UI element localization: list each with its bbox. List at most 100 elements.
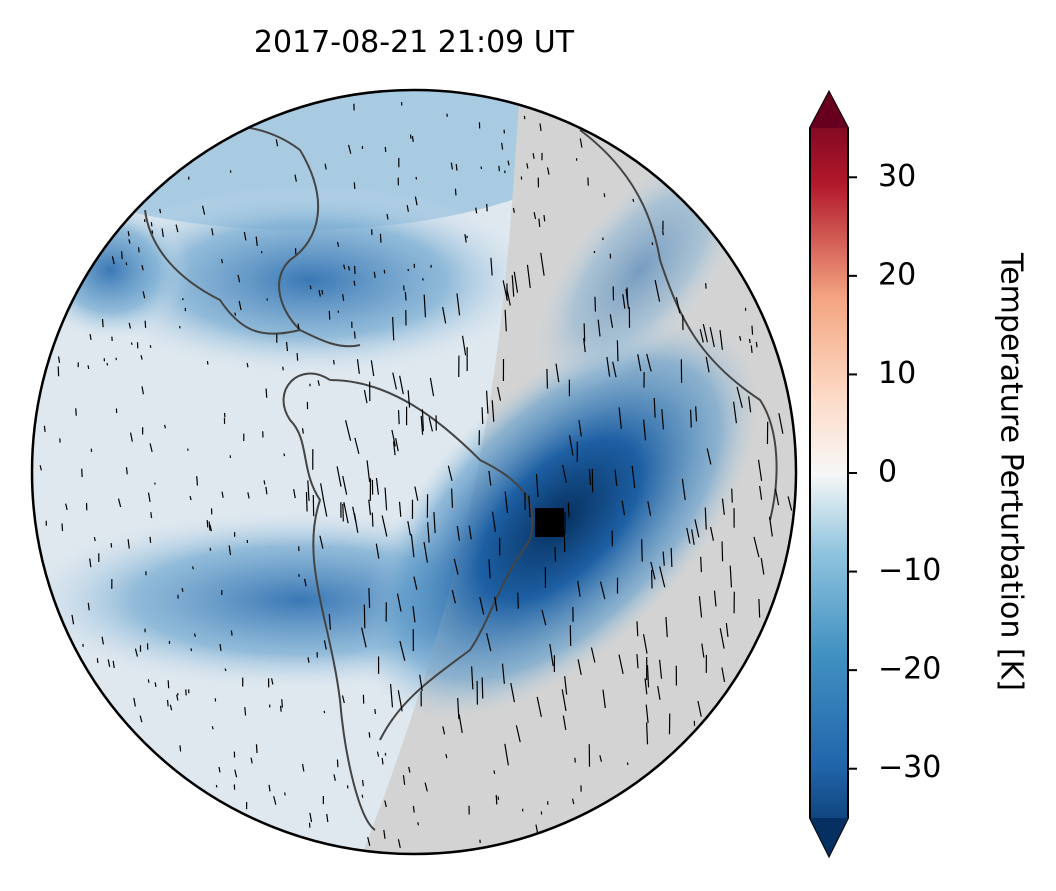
colorbar-tick-label: 0 xyxy=(878,455,897,490)
wind-tick xyxy=(413,806,414,813)
wind-tick xyxy=(281,706,282,712)
wind-tick xyxy=(369,588,370,608)
wind-tick xyxy=(329,311,330,320)
wind-tick xyxy=(691,410,692,428)
wind-tick xyxy=(752,326,753,335)
wind-tick xyxy=(122,251,123,259)
colorbar-tick-label: 10 xyxy=(878,356,916,391)
wind-tick xyxy=(247,363,248,367)
wind-tick xyxy=(126,467,127,474)
wind-tick xyxy=(212,726,213,729)
wind-tick xyxy=(88,365,89,369)
wind-tick xyxy=(539,219,540,227)
wind-tick xyxy=(617,340,618,361)
wind-tick xyxy=(642,539,643,561)
wind-tick xyxy=(94,537,95,541)
wind-tick xyxy=(354,281,355,286)
wind-tick xyxy=(235,313,236,316)
wind-tick xyxy=(355,266,356,274)
wind-tick xyxy=(482,677,483,698)
wind-tick xyxy=(306,492,307,512)
wind-tick xyxy=(222,259,223,263)
wind-tick xyxy=(751,345,752,352)
wind-tick xyxy=(627,288,628,303)
colorbar-tick-label: 20 xyxy=(878,257,916,292)
wind-tick xyxy=(750,339,751,343)
wind-tick xyxy=(375,709,376,714)
title: 2017-08-21 21:09 UT xyxy=(254,25,575,60)
wind-tick xyxy=(627,762,628,764)
wind-tick xyxy=(349,266,350,270)
wind-tick xyxy=(696,406,697,421)
wind-tick xyxy=(372,513,373,527)
wind-tick xyxy=(245,707,246,715)
wind-tick xyxy=(197,476,198,485)
colorbar-tick-label: −30 xyxy=(878,750,941,785)
wind-tick xyxy=(637,621,638,636)
wind-tick xyxy=(195,633,196,636)
wind-tick xyxy=(701,557,702,572)
wind-tick xyxy=(399,410,400,424)
wind-tick xyxy=(412,136,413,142)
wind-tick xyxy=(207,361,208,364)
wind-tick xyxy=(182,588,183,592)
wind-tick xyxy=(160,209,161,213)
wind-tick xyxy=(256,744,257,753)
wind-tick xyxy=(671,548,672,567)
wind-tick xyxy=(482,407,483,424)
wind-tick xyxy=(354,331,355,338)
wind-tick xyxy=(103,319,104,327)
colorbar-body xyxy=(810,92,848,856)
wind-tick xyxy=(322,290,323,295)
wind-tick xyxy=(310,285,311,289)
colorbar-tick-label: −20 xyxy=(878,652,941,687)
wind-tick xyxy=(151,512,152,518)
wind-tick xyxy=(334,360,335,364)
wind-tick xyxy=(207,520,208,527)
wind-tick xyxy=(284,453,285,456)
colorbar: 30 20 10 0 −10 −20 −30 xyxy=(810,92,941,856)
wind-tick xyxy=(404,285,405,290)
wind-tick xyxy=(663,231,664,236)
globe-map xyxy=(0,0,829,860)
wind-tick xyxy=(455,189,456,196)
location-marker xyxy=(535,508,564,537)
wind-tick xyxy=(282,699,283,707)
wind-tick xyxy=(44,426,45,432)
wind-tick xyxy=(595,297,596,312)
wind-tick xyxy=(155,682,156,687)
wind-tick xyxy=(231,631,232,636)
wind-tick xyxy=(266,389,267,398)
colorbar-extend-min xyxy=(810,818,848,856)
wind-tick xyxy=(362,795,363,798)
colorbar-label: Temperature Perturbation [K] xyxy=(994,252,1029,691)
wind-tick xyxy=(405,292,406,300)
wind-tick xyxy=(547,369,548,389)
wind-tick xyxy=(524,116,525,119)
wind-tick xyxy=(369,732,370,737)
wind-tick xyxy=(180,745,181,751)
wind-tick xyxy=(297,353,298,361)
wind-tick xyxy=(107,363,108,365)
wind-tick xyxy=(494,770,495,774)
wind-tick xyxy=(264,480,265,484)
wind-tick xyxy=(148,679,149,682)
wind-tick xyxy=(456,164,457,171)
colorbar-tick-label: −10 xyxy=(878,553,941,588)
wind-tick xyxy=(756,342,757,347)
wind-tick xyxy=(76,408,77,415)
colorbar-extend-max xyxy=(810,92,848,128)
wind-tick xyxy=(152,230,153,233)
wind-tick xyxy=(150,537,151,543)
wind-tick xyxy=(496,795,497,805)
wind-tick xyxy=(518,593,519,609)
wind-tick xyxy=(555,547,556,561)
wind-tick xyxy=(481,166,482,168)
wind-tick xyxy=(165,425,166,428)
wind-tick xyxy=(303,428,304,433)
wind-tick xyxy=(584,323,585,341)
colorbar-tick-label: 30 xyxy=(878,159,916,194)
wind-tick xyxy=(363,780,364,786)
